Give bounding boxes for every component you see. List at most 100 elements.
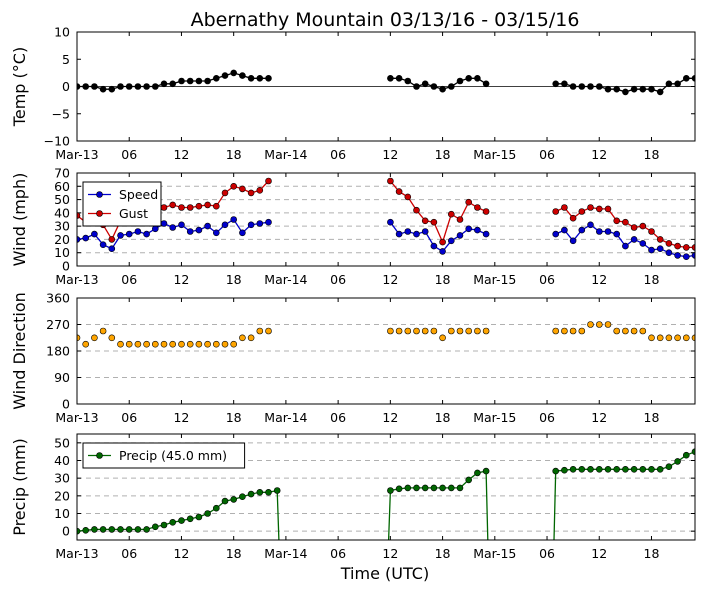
data-point (604, 465, 612, 473)
data-point (247, 221, 255, 229)
data-point (108, 236, 116, 243)
series-precip-0 (77, 448, 695, 540)
data-point (134, 83, 142, 90)
data-point (595, 228, 603, 235)
data-point (213, 202, 220, 210)
data-point (387, 177, 394, 185)
y-tick-label: 60 (54, 179, 70, 194)
data-point (178, 340, 185, 348)
data-point (230, 69, 237, 77)
data-point (195, 77, 203, 85)
data-point (404, 193, 412, 201)
legend-wind: Speed Gust (82, 181, 162, 227)
data-point (587, 321, 594, 328)
data-point (91, 230, 98, 238)
data-point (152, 340, 159, 348)
data-point (439, 484, 446, 492)
data-point (630, 465, 638, 473)
data-point (77, 334, 81, 342)
data-point (682, 75, 690, 82)
data-point (125, 340, 133, 348)
data-point (456, 77, 464, 85)
data-point (160, 220, 168, 227)
data-point (639, 222, 647, 230)
data-point (552, 467, 560, 475)
data-point (77, 236, 81, 243)
data-point (656, 465, 664, 473)
data-point (569, 237, 577, 245)
x-tick-label: 12 (173, 546, 189, 561)
data-point (230, 216, 237, 223)
data-point (117, 83, 124, 90)
data-point (195, 513, 203, 521)
x-tick-label: Mar-14 (264, 147, 307, 162)
data-point (595, 465, 603, 473)
data-point (639, 465, 647, 473)
data-point (674, 80, 681, 88)
data-point (108, 334, 116, 342)
x-tick-label: Mar-14 (264, 410, 307, 425)
x-tick-label: 06 (121, 147, 137, 162)
x-tick-label: 12 (591, 272, 607, 287)
x-tick-label: Mar-15 (473, 410, 516, 425)
data-point (178, 77, 185, 85)
x-tick-label: 12 (591, 410, 607, 425)
data-point (125, 526, 133, 533)
series-line (387, 470, 489, 540)
data-point (160, 340, 168, 348)
data-point (395, 485, 403, 493)
data-point (204, 201, 211, 209)
data-point (256, 187, 264, 194)
data-point (456, 232, 464, 239)
data-point (665, 334, 673, 342)
x-tick-label: 06 (121, 546, 137, 561)
data-point (691, 244, 695, 251)
legend-label: Gust (119, 206, 148, 221)
y-tick-label: 20 (54, 232, 70, 247)
data-point (239, 229, 246, 237)
data-point (665, 463, 673, 471)
panel-dir: 360 270 180 90 0 Wind Direction Mar-13 06 12 18 Ma… (10, 291, 696, 425)
axes-frame (76, 172, 696, 267)
x-tick-label: 12 (173, 147, 189, 162)
data-point (578, 208, 586, 215)
data-point (421, 327, 429, 335)
legend-marker (96, 452, 103, 459)
data-point (613, 85, 621, 93)
data-point (404, 484, 412, 492)
data-point (674, 252, 681, 259)
x-tick-label: 06 (539, 410, 555, 425)
x-tick-label: Mar-14 (264, 272, 307, 287)
data-point (595, 321, 603, 328)
data-point (474, 226, 481, 234)
data-point (413, 484, 420, 492)
data-point (604, 321, 612, 328)
data-point (99, 327, 107, 335)
data-point (552, 208, 560, 215)
data-point (613, 327, 621, 335)
y-tick-label: 360 (46, 291, 70, 306)
data-point (648, 465, 655, 473)
data-point (77, 212, 81, 219)
data-point (273, 487, 281, 494)
data-point (213, 340, 220, 348)
data-point (430, 218, 438, 226)
data-point (630, 85, 638, 93)
data-point (430, 484, 438, 492)
data-point (578, 465, 586, 473)
data-point (561, 226, 568, 234)
data-point (195, 202, 203, 210)
data-point (552, 80, 560, 88)
data-point (395, 188, 403, 195)
data-point (387, 75, 394, 82)
data-point (413, 206, 420, 214)
data-point (117, 340, 124, 348)
data-point (613, 217, 621, 225)
x-tick-label: Mar-13 (55, 272, 98, 287)
data-point (160, 521, 168, 529)
data-point (430, 83, 438, 90)
data-point (622, 218, 629, 226)
data-point (421, 80, 429, 88)
x-tick-label: 06 (330, 147, 346, 162)
